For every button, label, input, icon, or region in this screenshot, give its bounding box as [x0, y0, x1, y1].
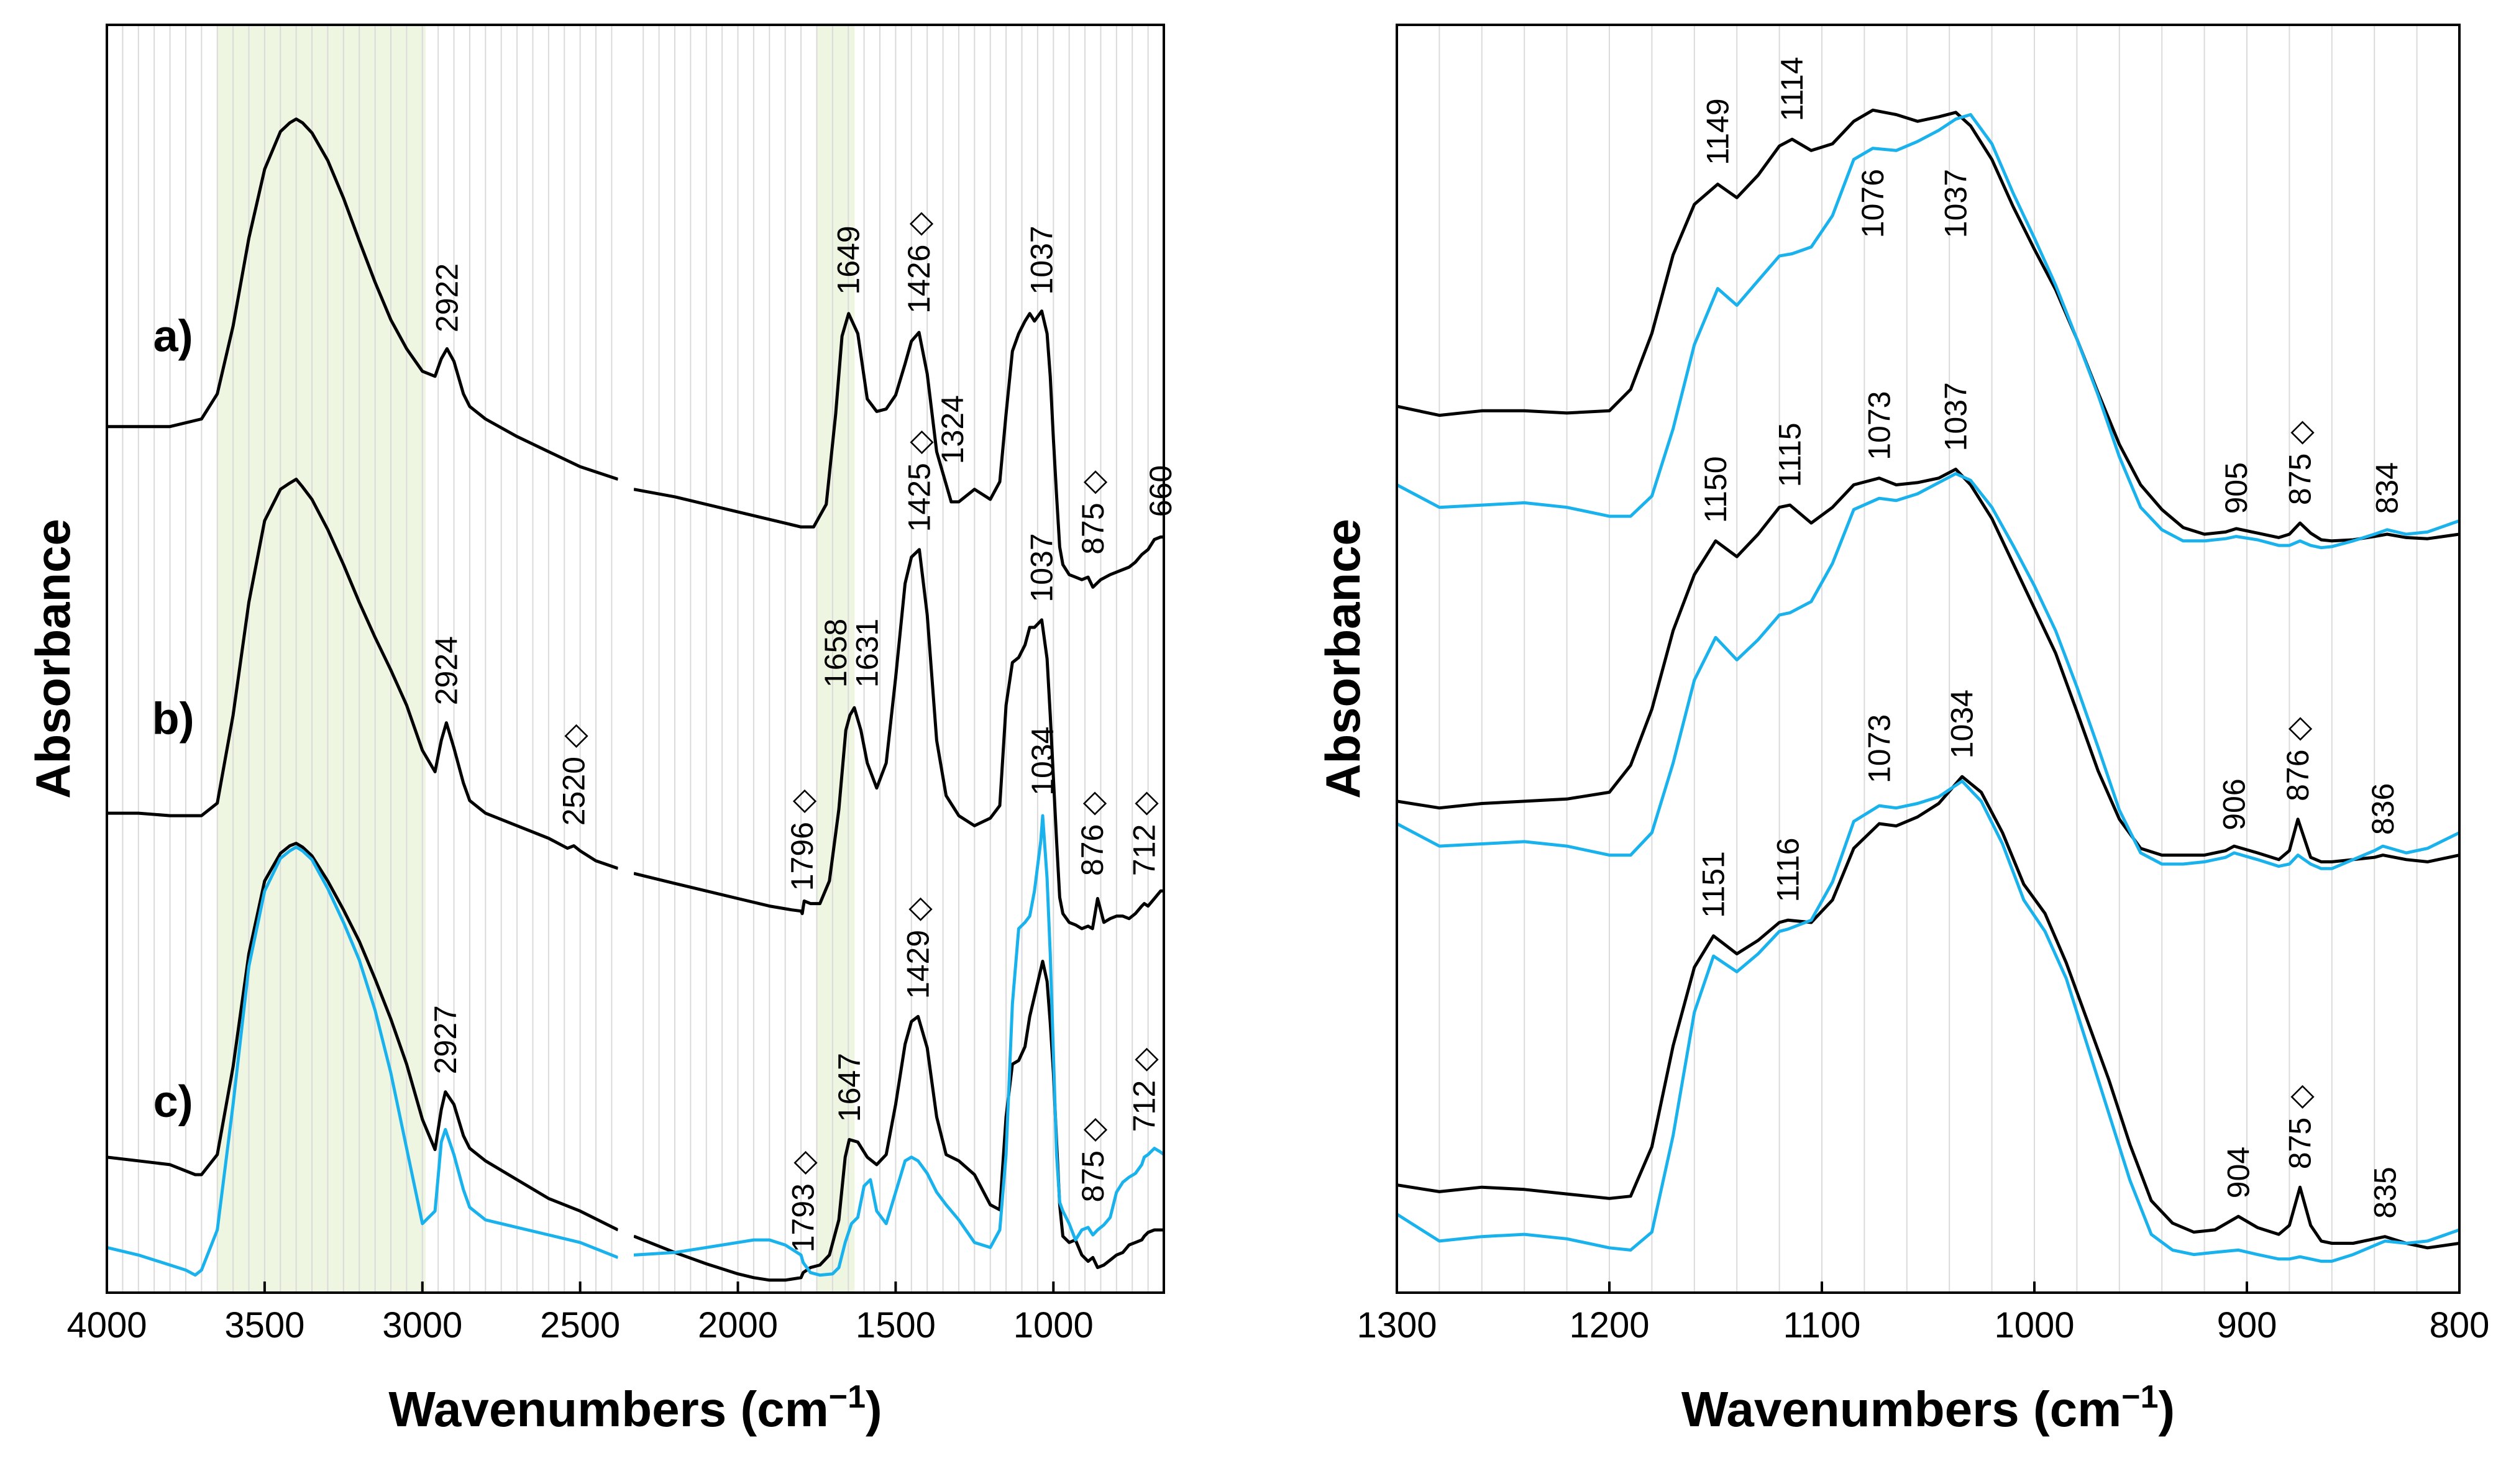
panel-label: b) [152, 694, 194, 744]
peak-label: 2924 [429, 636, 464, 705]
peak-label: 906 [2217, 778, 2252, 830]
peak-label: 835 [2367, 1167, 2402, 1218]
x-tick-label: 1000 [1994, 1305, 2074, 1345]
x-tick-label: 4000 [66, 1305, 147, 1345]
series-line-2-part-2 [633, 548, 1164, 931]
x-tick-label: 900 [2217, 1305, 2277, 1345]
peak-label: 2520 ◇ [557, 724, 592, 826]
plot-frame [106, 24, 1165, 1294]
peak-label: 1114 [1775, 57, 1809, 121]
peak-label: 1429 ◇ [901, 897, 936, 999]
right-chart-panel: 1300 1200 1100 1000 900 800 Absorbance Wavenumb… [1315, 24, 2490, 1437]
series-line-4-part-2 [633, 814, 1164, 1277]
peak-label: 875 ◇ [1076, 1118, 1110, 1202]
series-line-3-part-2 [633, 960, 1164, 1282]
series-line-2 [107, 478, 619, 870]
series-line-1 [1397, 108, 2459, 543]
peak-label: 875 ◇ [2283, 421, 2318, 505]
peak-label: 1116 [1770, 838, 1805, 903]
y-axis-label: Absorbance [1315, 519, 1370, 799]
x-tick-label: 1500 [856, 1305, 936, 1345]
series-line-1 [107, 117, 619, 481]
panel-label: c) [153, 1077, 193, 1127]
peak-label: 875 ◇ [2283, 1085, 2318, 1169]
peak-label: 1037 [1939, 169, 1973, 238]
series-line-3 [107, 842, 619, 1232]
peak-label: 1631 [850, 619, 885, 688]
x-axis-label: Wavenumbers (cm−1) [388, 1379, 882, 1437]
series-group [1397, 108, 2459, 1263]
x-axis-label-text: Wavenumbers (cm [388, 1382, 828, 1437]
peak-label: 1793 ◇ [786, 1150, 821, 1252]
x-axis-label-close: ) [2159, 1382, 2175, 1437]
peak-label: 1073 [1862, 391, 1896, 460]
peak-label: 904 [2221, 1147, 2256, 1198]
x-tick-label: 1100 [1783, 1305, 1861, 1345]
peak-label: 1658 [818, 619, 853, 688]
series-line-6 [1397, 779, 2459, 1263]
peak-label: 712 ◇ [1127, 1047, 1162, 1132]
x-axis-label: Wavenumbers (cm−1) [1681, 1379, 2175, 1437]
series-line-4 [1397, 472, 2459, 870]
peak-label: 1649 [831, 225, 866, 294]
x-axis-label-close: ) [866, 1382, 882, 1437]
x-axis-label-superscript: −1 [829, 1379, 866, 1415]
x-tick-label: 1200 [1569, 1305, 1649, 1345]
x-tick-label: 3000 [382, 1305, 462, 1345]
peak-label: 1149 [1700, 98, 1735, 165]
x-axis-label-text: Wavenumbers (cm [1681, 1382, 2121, 1437]
series-group [107, 117, 1164, 1282]
peak-label: 836 [2366, 783, 2400, 835]
peak-label: 875 ◇ [1076, 470, 1110, 554]
peak-label: 834 [2370, 462, 2405, 514]
panel-label: a) [153, 311, 193, 361]
peak-label: 1034 [1945, 690, 1980, 758]
y-axis-label: Absorbance [25, 519, 80, 799]
series-line-3 [1397, 467, 2459, 863]
x-axis-label-superscript: −1 [2121, 1379, 2158, 1415]
axis-break [618, 26, 634, 1291]
x-tick-label: 1300 [1356, 1305, 1437, 1345]
peak-label: 1324 [935, 395, 970, 464]
peak-label: 1034 [1025, 727, 1060, 796]
peak-label: 1037 [1025, 533, 1059, 602]
peak-label: 1073 [1862, 714, 1896, 783]
x-tick-label: 2500 [540, 1305, 620, 1345]
x-tick-label: 2000 [698, 1305, 778, 1345]
peak-label: 1426 ◇ [902, 212, 936, 314]
peak-label: 876 ◇ [2280, 717, 2315, 801]
peak-label: 905 [2219, 462, 2254, 514]
peak-label: 1151 [1696, 851, 1731, 918]
plot-frame [1396, 24, 2461, 1294]
peak-label: 2922 [429, 263, 464, 332]
series-line-2 [1397, 113, 2459, 550]
peak-label: 660 [1143, 465, 1178, 517]
peak-label: 2927 [428, 1005, 463, 1074]
series-line-5 [1397, 775, 2459, 1250]
peak-label: 1425 ◇ [902, 430, 937, 532]
x-tick-label: 1000 [1013, 1305, 1094, 1345]
left-chart-panel: 4000 3500 3000 2500 2000 1500 1000 Absorbance Wa… [25, 24, 1178, 1437]
peak-label: 876 ◇ [1075, 791, 1110, 876]
series-line-4 [107, 845, 619, 1277]
peak-label: 1076 [1855, 169, 1890, 238]
peak-label: 1115 [1773, 422, 1808, 487]
peak-label: 1150 [1698, 456, 1733, 523]
peak-label: 1037 [1939, 382, 1973, 451]
x-tick-label: 800 [2430, 1305, 2490, 1345]
series-line-1-part-2 [633, 309, 1164, 589]
peak-label: 1037 [1025, 225, 1059, 294]
peak-label: 1647 [832, 1053, 867, 1122]
peak-label: 712 ◇ [1127, 791, 1162, 876]
gridlines [1438, 25, 2418, 1293]
peak-label: 1796 ◇ [785, 789, 820, 891]
x-tick-label: 3500 [224, 1305, 304, 1345]
